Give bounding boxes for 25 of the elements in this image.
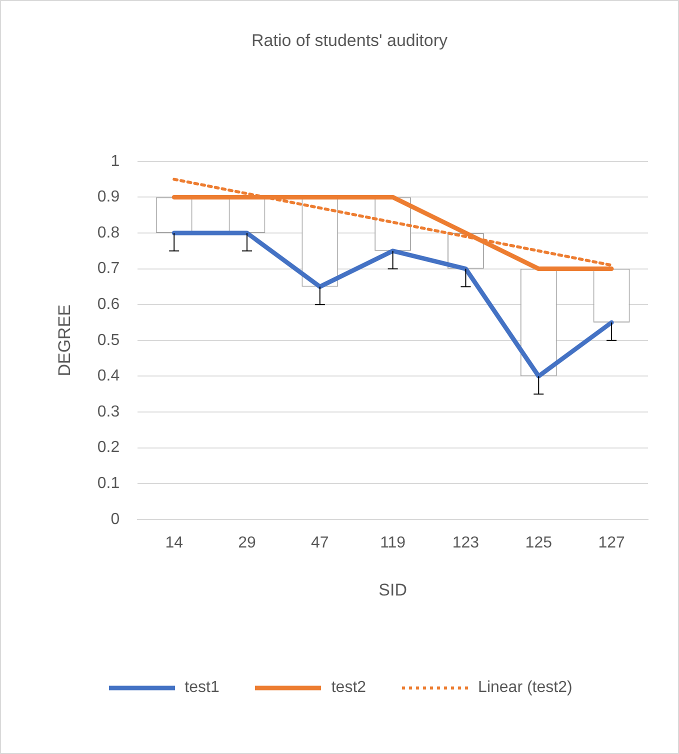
x-tick-label: 29: [238, 534, 256, 552]
y-tick-label: 0.3: [97, 403, 120, 420]
x-tick-label: 14: [165, 534, 184, 552]
chart-title: Ratio of students' auditory: [251, 30, 448, 50]
y-tick-label: 1: [110, 152, 120, 170]
y-tick-label: 0.1: [97, 475, 120, 492]
legend-label: Linear (test2): [478, 679, 572, 697]
x-axis-title: SID: [378, 580, 407, 600]
x-tick-label: 119: [380, 534, 406, 552]
y-tick-label: 0.4: [97, 368, 120, 385]
y-tick-label: 0.8: [97, 224, 120, 242]
y-tick-label: 0.9: [97, 188, 120, 206]
x-tick-label: 127: [598, 534, 625, 552]
x-tick-label: 47: [311, 534, 329, 552]
legend-label: test1: [184, 679, 220, 697]
y-tick-label: 0.7: [97, 260, 120, 278]
y-axis-title: DEGREE: [54, 304, 74, 376]
y-tick-label: 0.2: [97, 439, 120, 456]
x-tick-label: 123: [452, 534, 480, 552]
legend-label: test2: [331, 679, 366, 697]
y-tick-label: 0: [110, 510, 120, 528]
y-tick-label: 0.6: [97, 296, 120, 314]
x-tick-label: 125: [525, 534, 552, 552]
y-tick-label: 0.5: [97, 332, 120, 349]
line-series: [172, 178, 614, 267]
